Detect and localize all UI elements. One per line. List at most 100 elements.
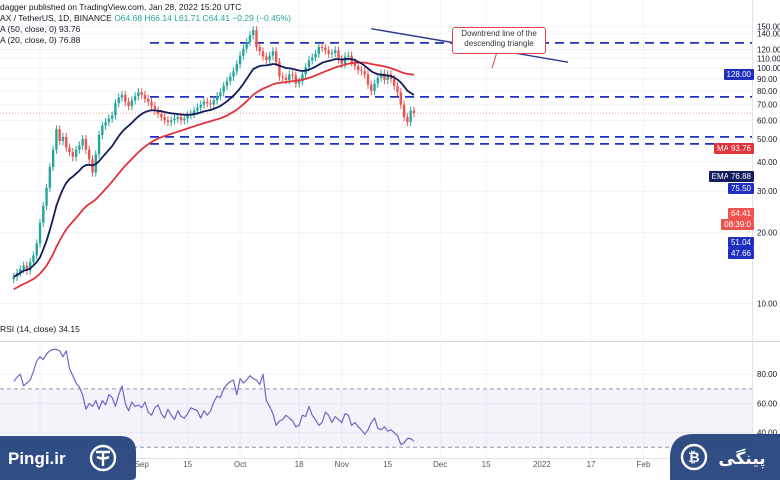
candle-body <box>258 46 261 52</box>
ma50-legend: A (50, close, 0) 93.76 <box>0 24 81 34</box>
candle-body <box>179 116 183 121</box>
y-tick-label: 40.00 <box>757 158 778 167</box>
candle-body <box>222 85 225 93</box>
pingi-brand-left: Pingi.ir <box>0 436 136 480</box>
candle-body <box>393 78 396 86</box>
ma50-line <box>13 61 415 290</box>
candle-body <box>61 136 65 142</box>
candle-body <box>219 92 222 97</box>
candle-body <box>84 138 88 150</box>
candle-body <box>399 92 402 105</box>
candle-body <box>356 66 360 71</box>
y-tick-label: 120.00 <box>757 45 780 54</box>
candle-body <box>45 187 48 206</box>
y-tick-label: 50.00 <box>757 135 778 144</box>
candle-body <box>265 56 268 61</box>
rsi-tick-label: 40.00 <box>757 429 778 438</box>
y-tick-label: 150.00 <box>757 23 780 32</box>
candle-body <box>12 276 15 280</box>
x-tick-label: 15 <box>383 460 392 469</box>
candle-body <box>347 55 350 57</box>
candle-body <box>110 115 114 119</box>
candle-body <box>124 94 127 102</box>
candle-body <box>412 110 416 114</box>
ema20-line <box>13 57 415 278</box>
candle-body <box>252 30 255 36</box>
candle-body <box>248 35 252 43</box>
y-tick-label: 70.00 <box>757 101 778 110</box>
y-tick-label: 100.00 <box>757 64 780 73</box>
candle-body <box>314 53 317 58</box>
y-tick-label: 10.00 <box>757 300 778 309</box>
y-tick-label: 110.00 <box>757 54 780 63</box>
candle-body <box>104 122 107 126</box>
candle-body <box>170 120 173 123</box>
candle-body <box>225 81 229 86</box>
ema-tag-label: EMA <box>708 171 732 182</box>
candle-body <box>284 77 288 81</box>
candle-body <box>238 55 242 65</box>
candle-body <box>192 110 196 114</box>
ohlc-values: O64.68 H66.14 L61.71 C64.41 −0.29 (−0.45… <box>114 13 291 23</box>
candle-body <box>51 149 55 168</box>
candle-body <box>97 134 101 155</box>
candle-body <box>130 100 134 107</box>
candle-body <box>48 167 52 188</box>
ma-tag-value: 93.76 <box>727 143 754 154</box>
candle-body <box>229 76 232 82</box>
rsi-tick-label: 60.00 <box>757 399 778 408</box>
published-line: dagger published on TradingView.com, Jan… <box>0 2 242 12</box>
x-tick-label: Sep <box>135 460 150 469</box>
candle-body <box>268 55 271 61</box>
x-tick-label: Feb <box>637 460 651 469</box>
x-tick-label: Oct <box>234 460 247 469</box>
candle-body <box>301 74 304 82</box>
candle-body <box>402 104 406 117</box>
candle-body <box>42 205 45 223</box>
candle-body <box>294 75 298 84</box>
candle-body <box>183 118 186 121</box>
candle-body <box>327 50 330 54</box>
bitcoin-icon: ₿ <box>680 443 708 471</box>
candle-body <box>291 74 294 76</box>
rsi-legend: RSI (14, close) 34.15 <box>0 324 80 334</box>
candle-body <box>173 118 176 121</box>
x-tick-label: 2022 <box>533 460 551 469</box>
candle-body <box>101 125 104 135</box>
candle-body <box>78 145 81 150</box>
candle-body <box>19 269 22 273</box>
candle-body <box>25 265 29 271</box>
candle-body <box>330 52 334 54</box>
level-75-tag: 75.50 <box>727 183 754 194</box>
candle-body <box>22 265 25 270</box>
candle-body <box>232 71 235 77</box>
ema20-legend: A (20, close, 0) 76.88 <box>0 35 81 45</box>
candle-body <box>383 73 386 81</box>
y-tick-label: 30.00 <box>757 187 778 196</box>
x-tick-label: 15 <box>482 460 491 469</box>
time-axis-line <box>0 458 752 459</box>
symbol-name: AX / TetherUS, 1D, BINANCE <box>0 13 112 23</box>
ma-tag-label: MA <box>714 143 732 154</box>
candle-body <box>196 107 199 111</box>
resistance-128-tag: 128.00 <box>723 69 754 80</box>
y-tick-label: 20.00 <box>757 229 778 238</box>
candle-body <box>74 149 78 157</box>
candle-body <box>163 116 166 121</box>
candle-body <box>376 77 380 84</box>
candle-body <box>406 116 409 123</box>
candle-body <box>324 47 327 51</box>
annotation-pointer <box>491 51 498 69</box>
countdown-tag: 08:39:0 <box>721 219 754 230</box>
pingi-brand-right: ₿ پینگی <box>670 434 780 480</box>
candle-body <box>32 255 35 263</box>
candle-body <box>143 94 147 99</box>
candle-body <box>107 118 111 123</box>
candle-body <box>343 56 347 65</box>
candle-body <box>245 42 248 49</box>
candle-body <box>373 83 376 91</box>
candle-body <box>274 51 278 63</box>
candle-body <box>340 59 343 65</box>
x-tick-label: Nov <box>335 460 349 469</box>
